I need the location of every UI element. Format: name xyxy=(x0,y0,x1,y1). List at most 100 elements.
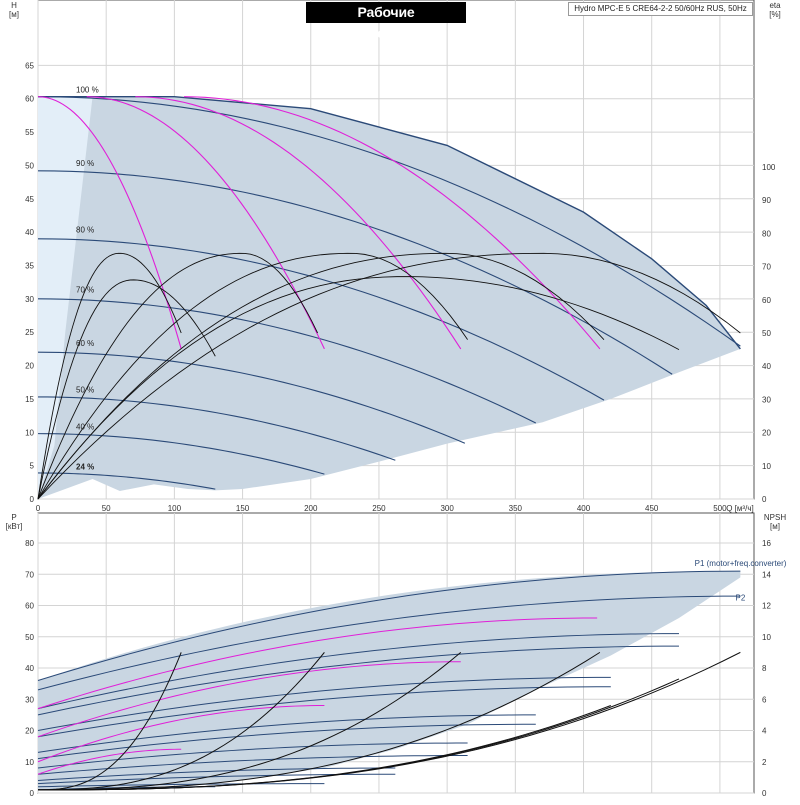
power-curve xyxy=(37,714,536,753)
pump-curve xyxy=(37,96,741,347)
npsh-axis-label: NPSH xyxy=(764,513,786,522)
speed-label: 50 % xyxy=(76,386,94,395)
power-curve xyxy=(37,783,325,788)
efficiency-curve xyxy=(37,252,741,500)
speed-label: 70 % xyxy=(76,286,94,295)
npsh-y-tick-label: 2 xyxy=(762,758,767,767)
power-curve xyxy=(37,686,611,738)
power-curve xyxy=(37,633,679,710)
power-y-tick-label: 50 xyxy=(25,633,34,642)
power-curve xyxy=(37,595,741,691)
head-x-tick-label: 350 xyxy=(509,504,523,513)
chart-subtitle: Hydro MPC-E 5 CRE64-2-2 50/60Hz RUS, 50H… xyxy=(568,2,753,16)
power-series-label: P2 xyxy=(736,593,746,602)
pump-curve xyxy=(37,170,673,375)
head-x-tick-label: 300 xyxy=(440,504,454,513)
npsh-curve xyxy=(37,652,182,791)
head-x-tick-label: 450 xyxy=(645,504,659,513)
power-curve xyxy=(37,723,536,760)
npsh-y-tick-label: 14 xyxy=(762,570,771,579)
eta-y-tick-label: 60 xyxy=(762,296,771,305)
pump-curve xyxy=(37,238,605,401)
head-y-tick-label: 25 xyxy=(25,328,34,337)
pump-curve xyxy=(37,298,537,424)
npsh-curve xyxy=(37,651,462,791)
efficiency-curve xyxy=(37,252,182,500)
npsh-y-tick-label: 6 xyxy=(762,695,767,704)
npsh-y-tick-label: 10 xyxy=(762,633,771,642)
head-y-tick-label: 45 xyxy=(25,195,34,204)
npsh-curve xyxy=(37,705,611,791)
pump-curve xyxy=(37,396,396,461)
head-y-tick-label: 50 xyxy=(25,161,34,170)
npsh-y-tick-label: 12 xyxy=(762,602,771,611)
npsh-y-tick-label: 4 xyxy=(762,727,767,736)
efficiency-curve xyxy=(37,252,605,500)
efficiency-curve xyxy=(37,279,216,500)
head-y-tick-label: 55 xyxy=(25,128,34,137)
head-y-tick-label: 10 xyxy=(25,428,34,437)
head-x-tick-label: 0 xyxy=(36,504,41,513)
power-curve xyxy=(37,645,679,716)
magenta-curve xyxy=(184,96,601,350)
npsh-curve xyxy=(37,652,325,791)
head-y-tick-label: 40 xyxy=(25,228,34,237)
speed-label: 100 % xyxy=(76,85,99,94)
eta-y-tick-label: 10 xyxy=(762,462,771,471)
power-y-tick-label: 10 xyxy=(25,758,34,767)
power-curve xyxy=(37,676,611,731)
flow-axis-label: Q [м³/ч] xyxy=(726,504,753,513)
head-y-tick-label: 5 xyxy=(30,462,35,471)
speed-label: 90 % xyxy=(76,159,94,168)
envelope-outline xyxy=(38,96,741,350)
eta-y-tick-label: 40 xyxy=(762,362,771,371)
power-y-tick-label: 60 xyxy=(25,602,34,611)
magenta-power-curve xyxy=(37,661,461,738)
head-x-tick-label: 150 xyxy=(236,504,250,513)
head-x-tick-label: 500 xyxy=(713,504,727,513)
head-y-tick-label: 65 xyxy=(25,61,34,70)
npsh-axis-unit: [м] xyxy=(770,522,780,531)
pump-curve xyxy=(37,472,216,490)
eta-axis-unit: [%] xyxy=(769,10,781,19)
efficiency-curve xyxy=(37,276,680,500)
power-y-tick-label: 80 xyxy=(25,539,34,548)
power-y-tick-label: 30 xyxy=(25,695,34,704)
head-x-tick-label: 200 xyxy=(304,504,318,513)
eta-y-tick-label: 20 xyxy=(762,429,771,438)
efficiency-curve xyxy=(37,252,468,500)
magenta-power-curve xyxy=(37,617,598,710)
power-axis-unit: [кВт] xyxy=(6,522,23,531)
power-y-tick-label: 70 xyxy=(25,570,34,579)
magenta-curve xyxy=(86,96,325,350)
head-y-tick-label: 30 xyxy=(25,295,34,304)
eta-y-tick-label: 50 xyxy=(762,329,771,338)
eta-y-tick-label: 70 xyxy=(762,263,771,272)
chart-title: Рабочие характеристики xyxy=(306,2,466,41)
pump-curve xyxy=(37,351,466,444)
speed-label: 80 % xyxy=(76,225,94,234)
power-curve xyxy=(37,742,468,769)
magenta-curve xyxy=(135,96,462,350)
head-y-tick-label: 20 xyxy=(25,362,34,371)
power-curve xyxy=(37,755,468,775)
npsh-y-tick-label: 0 xyxy=(762,789,767,798)
power-curve xyxy=(37,570,741,681)
speed-label: 60 % xyxy=(76,339,94,348)
efficiency-curve xyxy=(37,252,318,500)
power-series-label: P1 (motor+freq.converter) xyxy=(695,559,787,568)
speed-label: 40 % xyxy=(76,422,94,431)
operating-envelope xyxy=(38,96,741,499)
power-axis-label: P xyxy=(11,513,16,522)
head-x-tick-label: 250 xyxy=(372,504,386,513)
head-x-tick-label: 50 xyxy=(102,504,111,513)
magenta-power-curve xyxy=(37,748,182,775)
eta-y-tick-label: 0 xyxy=(762,495,767,504)
head-x-tick-label: 100 xyxy=(168,504,182,513)
head-y-tick-label: 15 xyxy=(25,395,34,404)
magenta-power-curve xyxy=(37,705,325,763)
power-y-tick-label: 20 xyxy=(25,727,34,736)
npsh-y-tick-label: 16 xyxy=(762,539,771,548)
